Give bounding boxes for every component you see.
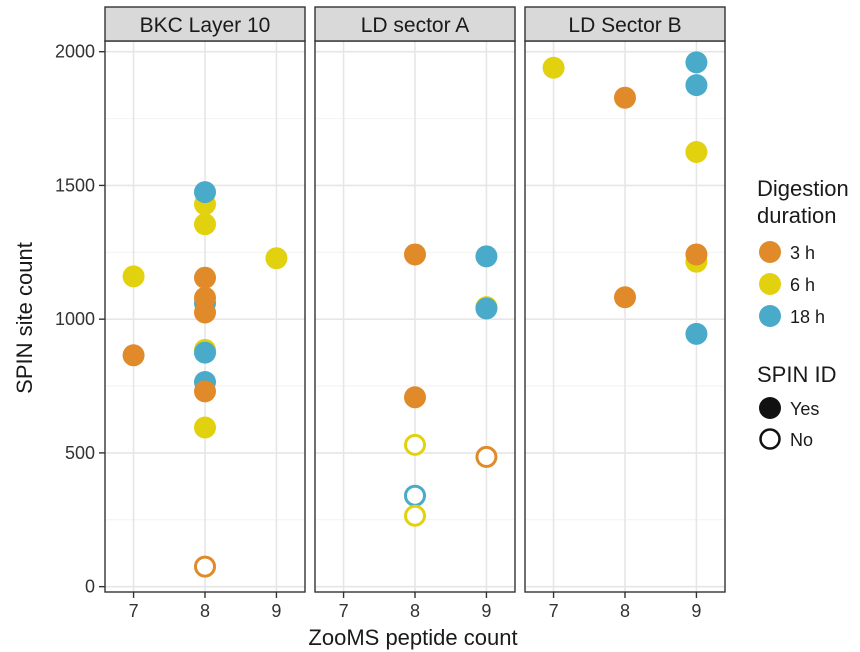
facet-strip [314, 6, 516, 42]
data-point [194, 416, 216, 439]
facet-panel: LD sector A [314, 6, 516, 593]
x-tick-label: 9 [271, 601, 281, 621]
y-tick-label: 1000 [55, 309, 95, 329]
x-tick-label: 8 [620, 601, 630, 621]
x-axis-title: ZooMS peptide count [308, 625, 517, 650]
x-axis: 7 8 9 [129, 592, 281, 621]
legend: Digestion duration 3 h 6 h 18 h SPIN ID Ye… [757, 176, 849, 450]
legend-color-title-line1: Digestion [757, 176, 849, 201]
y-tick-label: 2000 [55, 42, 95, 62]
legend-color-title-line2: duration [757, 203, 837, 228]
data-point [475, 297, 498, 320]
y-tick-label: 500 [65, 443, 95, 463]
facet-title: LD sector A [361, 14, 470, 37]
legend-shape-label: Yes [790, 399, 819, 419]
legend-color-label: 6 h [790, 275, 815, 295]
x-axes: 7 8 9 7 8 9 7 8 9 [129, 592, 701, 621]
legend-color-items: 3 h 6 h 18 h [759, 241, 825, 327]
y-axis-title: SPIN site count [12, 242, 37, 394]
legend-color-label: 18 h [790, 307, 825, 327]
data-point [122, 344, 145, 367]
legend-color-swatch [759, 305, 781, 327]
legend-color-label: 3 h [790, 243, 815, 263]
legend-shape-title: SPIN ID [757, 362, 836, 387]
x-tick-label: 7 [549, 601, 559, 621]
data-point [194, 380, 216, 403]
x-tick-label: 9 [481, 601, 491, 621]
data-point [685, 243, 708, 266]
x-tick-label: 7 [339, 601, 349, 621]
data-point [194, 213, 216, 236]
legend-color-swatch [759, 241, 781, 263]
data-point [614, 286, 636, 309]
y-axis: 0 500 1000 1500 2000 [55, 42, 105, 597]
y-tick-label: 0 [85, 577, 95, 597]
data-point [614, 86, 636, 109]
facet-strip [524, 6, 726, 42]
y-tick-label: 1500 [55, 175, 95, 195]
data-point [475, 445, 498, 468]
facet-panel: BKC Layer 10 [104, 6, 306, 593]
data-point [194, 301, 216, 324]
legend-shape-items: Yes No [759, 397, 819, 450]
legend-shape-swatch [759, 428, 781, 450]
data-point [194, 266, 216, 289]
facet-title: BKC Layer 10 [140, 14, 271, 37]
data-point [404, 243, 426, 266]
data-point [475, 245, 498, 268]
data-point [404, 433, 426, 456]
legend-shape-label: No [790, 430, 813, 450]
data-point [194, 181, 216, 204]
data-point [265, 247, 288, 270]
x-tick-label: 7 [129, 601, 139, 621]
data-point [404, 386, 426, 409]
data-point [404, 504, 426, 527]
data-point [685, 74, 708, 97]
facet-panel: LD Sector B [524, 6, 726, 593]
data-point [194, 555, 216, 578]
data-point [194, 341, 216, 364]
x-tick-label: 9 [691, 601, 701, 621]
facet-panels: BKC Layer 10 LD sector A LD Sector B [104, 6, 726, 593]
x-tick-label: 8 [200, 601, 210, 621]
data-point [685, 141, 708, 164]
x-tick-label: 8 [410, 601, 420, 621]
x-axis: 7 8 9 [549, 592, 701, 621]
legend-shape-swatch [759, 397, 781, 419]
facet-title: LD Sector B [568, 14, 681, 37]
data-point [685, 322, 708, 345]
data-point [685, 51, 708, 74]
legend-color-swatch [759, 273, 781, 295]
facet-strip [104, 6, 306, 42]
data-point [542, 56, 565, 79]
data-point [404, 484, 426, 507]
x-axis: 7 8 9 [339, 592, 491, 621]
data-point [122, 265, 145, 288]
